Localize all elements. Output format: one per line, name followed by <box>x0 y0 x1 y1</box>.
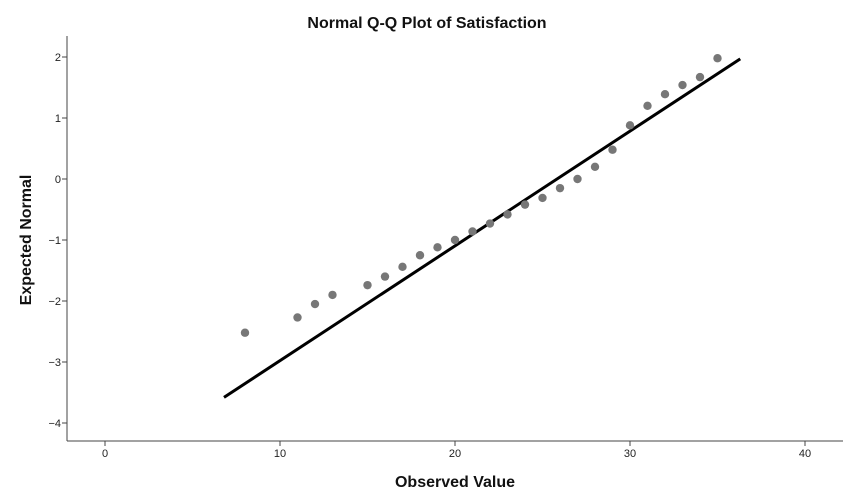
y-tick-label: 2 <box>55 52 61 64</box>
chart-title: Normal Q-Q Plot of Satisfaction <box>307 15 546 32</box>
x-tick-label: 10 <box>274 448 286 460</box>
y-tick-label: −3 <box>48 357 61 369</box>
x-tick-label: 30 <box>624 448 636 460</box>
data-point <box>503 210 512 219</box>
data-point <box>415 251 425 260</box>
y-tick-label: −4 <box>48 418 61 430</box>
x-tick-label: 0 <box>102 448 108 460</box>
x-tick-label: 40 <box>799 448 811 460</box>
data-points <box>240 54 722 337</box>
data-point <box>660 90 670 99</box>
data-point <box>678 80 687 90</box>
data-point <box>713 54 722 63</box>
data-point <box>240 328 250 337</box>
y-axis-title: Expected Normal <box>18 175 35 306</box>
y-tick-label: −1 <box>48 235 61 247</box>
x-tick-label: 20 <box>449 448 461 460</box>
data-point <box>625 121 635 130</box>
data-point <box>608 145 617 154</box>
y-tick-label: −2 <box>48 296 61 308</box>
y-tick-label: 1 <box>55 113 61 125</box>
data-point <box>433 243 442 252</box>
reference-line-group <box>223 57 742 399</box>
data-point <box>695 72 705 82</box>
x-axis-title: Observed Value <box>395 474 515 491</box>
data-point <box>328 290 337 300</box>
data-point <box>643 101 652 111</box>
data-point <box>363 280 372 290</box>
y-tick-label: 0 <box>55 174 61 186</box>
data-point <box>310 299 320 309</box>
reference-line <box>223 57 742 399</box>
data-point <box>555 183 565 193</box>
data-point <box>398 262 407 272</box>
data-point <box>590 162 600 171</box>
data-point <box>520 200 530 209</box>
data-point <box>538 193 547 203</box>
data-point <box>573 174 582 184</box>
data-point <box>380 272 390 281</box>
data-point <box>450 235 460 245</box>
data-point <box>485 219 495 228</box>
data-point <box>293 313 302 322</box>
data-point <box>468 227 477 236</box>
